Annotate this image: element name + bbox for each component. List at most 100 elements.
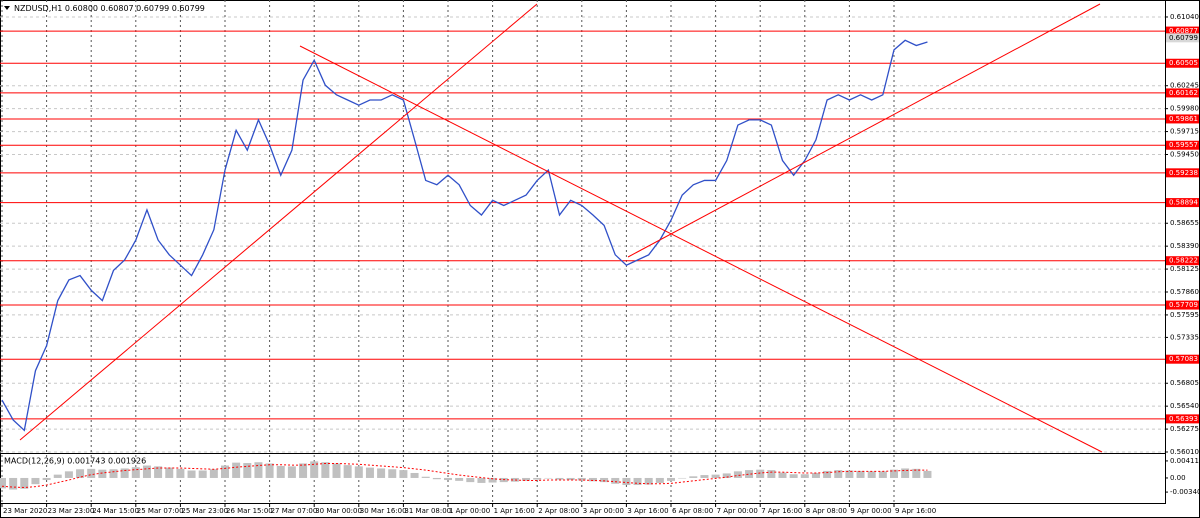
macd-bar (254, 462, 263, 478)
x-tick-label: 26 Mar 15:00 (226, 507, 273, 515)
level-label-bg (1166, 354, 1199, 364)
level-label: 0.56393 (1169, 415, 1198, 423)
macd-bar (432, 477, 441, 480)
macd-bar (700, 475, 709, 478)
macd-bar (321, 462, 330, 478)
macd-bar (811, 472, 820, 478)
y-tick-label: 0.59715 (1170, 128, 1199, 136)
macd-bar (142, 465, 151, 478)
level-label-bg (1166, 140, 1199, 150)
level-label: 0.60505 (1169, 59, 1198, 67)
macd-bar (421, 476, 430, 478)
y-tick-label: 0.59980 (1170, 105, 1199, 113)
price-line (1, 39, 928, 432)
level-label-bg (1166, 114, 1199, 124)
macd-bar (455, 477, 464, 481)
macd-bar (856, 470, 865, 478)
level-label: 0.59861 (1169, 115, 1198, 123)
x-tick-label: 23 Mar 2020 (3, 507, 47, 515)
x-tick-label: 7 Apr 00:00 (717, 507, 758, 515)
trendline (19, 3, 538, 441)
macd-bar (667, 477, 675, 481)
x-tick-label: 9 Apr 00:00 (850, 507, 891, 515)
level-label-bg (1166, 198, 1199, 208)
level-label-bg (1166, 300, 1199, 310)
macd-bar (87, 468, 96, 478)
macd-bar (488, 477, 497, 483)
level-label-bg (1166, 256, 1199, 266)
level-label-bg (1166, 168, 1199, 178)
level-label: 0.57083 (1169, 355, 1198, 363)
macd-bar (466, 477, 475, 483)
macd-bar (689, 476, 698, 478)
x-tick-label: 30 Mar 00:00 (315, 507, 362, 515)
macd-bar (154, 466, 163, 478)
y-tick-label: 0.57860 (1170, 288, 1199, 296)
y-tick-label: 0.60245 (1170, 82, 1199, 90)
macd-bar (209, 469, 218, 478)
macd-bar (232, 462, 241, 478)
macd-bar (923, 470, 932, 478)
macd-bar (867, 471, 876, 478)
macd-bar (343, 465, 352, 478)
macd-bar (365, 467, 374, 478)
macd-bar (834, 470, 843, 478)
macd-bar (354, 466, 363, 478)
macd-bar (722, 473, 731, 478)
macd-bar (789, 474, 798, 478)
level-label: 0.58894 (1169, 199, 1198, 207)
y-tick-label: 0.58655 (1170, 219, 1199, 227)
x-tick-label: 23 Mar 23:00 (48, 507, 95, 515)
current-price-bg (1166, 33, 1199, 43)
x-tick-label: 25 Mar 23:00 (181, 507, 228, 515)
macd-bar (477, 477, 486, 483)
y-tick-label: 0.58390 (1170, 242, 1199, 250)
macd-bar (310, 461, 319, 478)
x-tick-label: 31 Mar 08:00 (404, 507, 451, 515)
x-tick-label: 25 Mar 07:00 (137, 507, 184, 515)
x-tick-label: 9 Apr 16:00 (895, 507, 936, 515)
macd-bar (243, 463, 252, 478)
macd-bar (377, 468, 386, 478)
level-label: 0.58222 (1169, 257, 1198, 265)
macd-bar (912, 468, 921, 478)
chart-title: NZDUSD,H1 0.60800 0.60807 0.60799 0.6079… (14, 4, 205, 13)
macd-bar (823, 470, 832, 478)
macd-bar (98, 469, 107, 478)
macd-title: MACD(12,26,9) 0.001743 0.001926 (4, 457, 146, 466)
macd-bar (600, 477, 609, 483)
level-label-bg (1166, 88, 1199, 98)
macd-bar (767, 470, 776, 478)
y-tick-label: 0.56805 (1170, 379, 1199, 387)
y-tick-label: 0.59450 (1170, 150, 1199, 158)
trendlines (19, 3, 1103, 453)
macd-bar (756, 469, 765, 478)
y-tick-label: 0.57335 (1170, 333, 1199, 341)
macd-bar (711, 474, 720, 478)
macd-bar (120, 468, 129, 478)
macd-bar (131, 467, 140, 478)
x-tick-label: 8 Apr 08:00 (806, 507, 847, 515)
macd-bar (533, 477, 542, 480)
y-tick-label: 0.00 (1170, 474, 1186, 482)
level-label-bg (1166, 58, 1199, 68)
level-label: 0.59238 (1169, 169, 1198, 177)
macd-bar (276, 465, 285, 478)
macd-bar (221, 465, 229, 478)
macd-bar (9, 477, 18, 490)
y-tick-label: -0.003408 (1170, 488, 1200, 496)
macd-bar (76, 469, 85, 478)
menu-icon[interactable] (4, 6, 10, 10)
level-label-bg (1166, 414, 1199, 424)
macd-bar (31, 477, 40, 485)
trendline (627, 3, 1101, 258)
macd-bar (187, 470, 196, 478)
macd-bar (655, 477, 664, 483)
y-tick-label: 0.004113 (1170, 457, 1200, 465)
x-tick-label: 24 Mar 15:00 (92, 507, 139, 515)
current-price-label: 0.60799 (1169, 34, 1198, 42)
x-tick-label: 30 Mar 16:00 (360, 507, 407, 515)
macd-bar (399, 470, 408, 478)
macd-bar (678, 477, 687, 479)
